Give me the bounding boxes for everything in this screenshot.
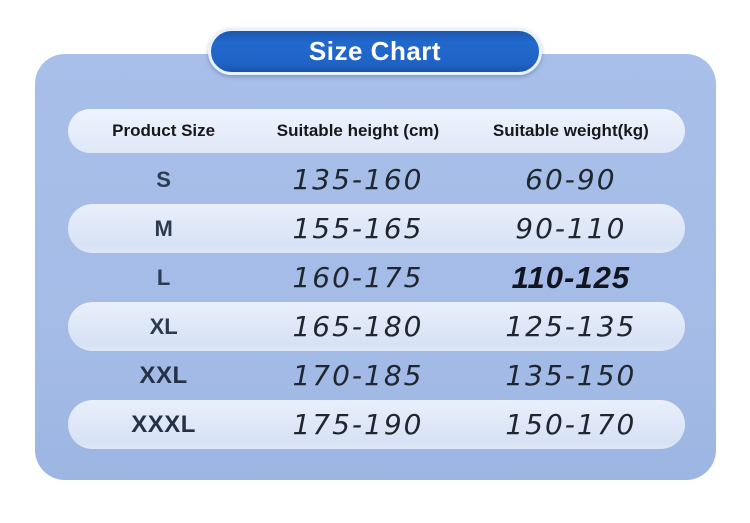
weight-cell: 150-170 <box>505 408 637 441</box>
column-header-suitable-weight: Suitable weight(kg) <box>492 121 649 140</box>
table-row: M 155-165 90-110 <box>68 204 685 253</box>
size-table: Product Size Suitable height (cm) Suitab… <box>68 109 685 449</box>
height-cell: 135-160 <box>292 163 424 196</box>
size-cell: XXL <box>139 361 188 389</box>
size-cell: XL <box>149 313 178 339</box>
size-cell: M <box>154 215 173 241</box>
height-cell: 160-175 <box>292 261 424 294</box>
table-body: S 135-160 60-90 M 155-165 90-110 L 160-175 110-1… <box>68 155 685 449</box>
weight-cell: 110-125 <box>511 259 631 295</box>
height-cell: 175-190 <box>292 408 424 441</box>
height-cell: 165-180 <box>292 310 424 343</box>
weight-cell: 135-150 <box>505 359 637 392</box>
column-header-suitable-height: Suitable height (cm) <box>276 121 440 140</box>
table-row: XL 165-180 125-135 <box>68 302 685 351</box>
weight-cell: 125-135 <box>505 310 637 343</box>
weight-cell: 90-110 <box>515 212 627 245</box>
size-chart-panel: Product Size Suitable height (cm) Suitab… <box>35 54 716 480</box>
table-header-row: Product Size Suitable height (cm) Suitab… <box>68 109 685 153</box>
column-header-product-size: Product Size <box>112 121 216 140</box>
size-cell: S <box>156 166 171 192</box>
size-cell: L <box>156 264 171 290</box>
height-cell: 170-185 <box>292 359 424 392</box>
size-chart-title-badge: Size Chart <box>208 28 542 75</box>
weight-cell: 60-90 <box>525 163 617 196</box>
size-chart-title: Size Chart <box>308 36 442 66</box>
table-row: XXL 170-185 135-150 <box>68 351 685 400</box>
table-row: S 135-160 60-90 <box>68 155 685 204</box>
height-cell: 155-165 <box>292 212 424 245</box>
table-row: L 160-175 110-125 <box>68 253 685 302</box>
size-cell: XXXL <box>131 410 196 438</box>
table-row: XXXL 175-190 150-170 <box>68 400 685 449</box>
